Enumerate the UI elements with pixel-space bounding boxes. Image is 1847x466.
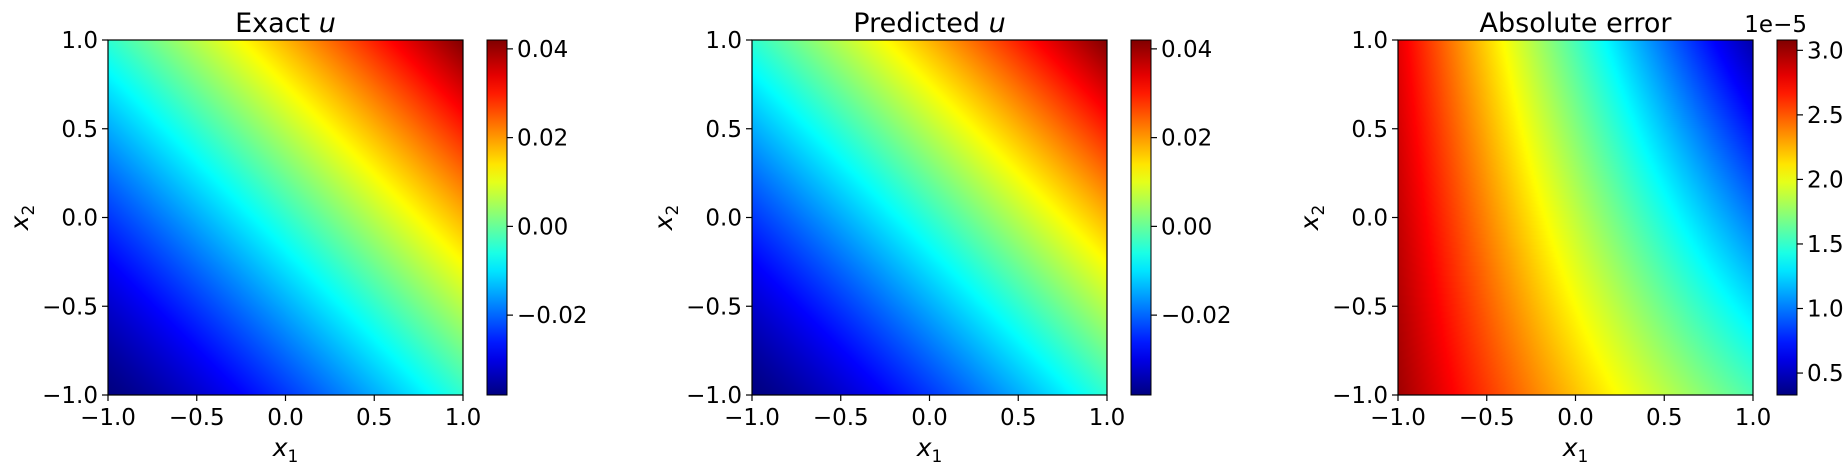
y-axis-label: x2 [1295, 205, 1329, 232]
y-tick-label: 1.0 [705, 28, 742, 54]
x-tick-label: −1.0 [724, 405, 780, 431]
y-tick-label: 0.5 [705, 117, 742, 143]
y-tick-label: 0.0 [705, 206, 742, 232]
x-tick-label: 1.0 [445, 405, 482, 431]
colorbar-tick-label: 0.04 [517, 37, 568, 63]
heatmap-panel-2: Predicted u−1.0 −0.5 0.0 0.5 1.0−1.0−0.50.00… [649, 8, 1231, 466]
x-tick-label: 1.0 [1735, 405, 1772, 431]
x-tick-label: 0.5 [1000, 405, 1037, 431]
heatmap-panel-3: Absolute error −1.0 −0.5 0.0 0.5 1.0 −1.0 −0.5 0… [1295, 8, 1844, 466]
x-tick-label: 0.0 [911, 405, 948, 431]
colorbar-tick-label: 2.5 [1807, 103, 1844, 129]
x-tick-label: 0.0 [267, 405, 304, 431]
colorbar-tick-label: −0.02 [1161, 303, 1231, 329]
y-axis-label: x2 [649, 205, 683, 232]
y-tick-label: −1.0 [1332, 383, 1388, 409]
x-tick-label: 0.0 [1557, 405, 1594, 431]
heatmap-image [752, 40, 1107, 395]
panel-title: Predicted u [853, 8, 1005, 39]
colorbar-tick-label: 1.0 [1807, 297, 1844, 323]
x-tick-label: −1.0 [80, 405, 136, 431]
panel-title: Exact u [235, 8, 336, 39]
y-tick-label: −0.5 [686, 294, 742, 320]
colorbar-offset-label: 1e−5 [1744, 12, 1807, 38]
colorbar [1776, 39, 1798, 396]
colorbar-tick-label: 0.00 [1161, 214, 1212, 240]
y-tick-label: 1.0 [1351, 28, 1388, 54]
colorbar-tick-label: 0.00 [517, 214, 568, 240]
colorbar-tick-label: 1.5 [1807, 232, 1844, 258]
x-tick-label: 1.0 [1089, 405, 1126, 431]
x-tick-label: −0.5 [813, 405, 869, 431]
y-tick-label: 0.0 [1351, 206, 1388, 232]
x-tick-label: −1.0 [1370, 405, 1426, 431]
colorbar-tick-label: −0.02 [517, 303, 587, 329]
y-tick-label: −0.5 [1332, 294, 1388, 320]
y-tick-label: 0.0 [61, 206, 98, 232]
heatmap-panel-1: Exact u −1.0 −0.5 0.0 0.5 1.0 −1.0 −0.5 0.0 0.5 1.… [5, 8, 587, 466]
x-tick-label: −0.5 [169, 405, 225, 431]
x-tick-label: −0.5 [1459, 405, 1515, 431]
colorbar-tick-label: 0.5 [1807, 361, 1844, 387]
y-tick-label: −1.0 [42, 383, 98, 409]
x-axis-label: x1 [1562, 433, 1589, 466]
colorbar [486, 39, 508, 396]
heatmap-image [1398, 40, 1753, 395]
y-tick-label: 1.0 [61, 28, 98, 54]
colorbar [1130, 39, 1152, 396]
heatmap-image [108, 40, 463, 395]
colorbar-tick-label: 0.02 [1161, 126, 1212, 152]
y-axis-label: x2 [5, 205, 39, 232]
y-tick-label: 0.5 [61, 117, 98, 143]
x-tick-label: 0.5 [1646, 405, 1683, 431]
colorbar-tick-label: 0.02 [517, 126, 568, 152]
colorbar-tick-label: 0.04 [1161, 37, 1212, 63]
colorbar-tick-label: 2.0 [1807, 167, 1844, 193]
y-tick-label: −0.5 [42, 294, 98, 320]
colorbar-tick-label: 3.0 [1807, 38, 1844, 64]
y-tick-label: 0.5 [1351, 117, 1388, 143]
panel-title: Absolute error [1480, 8, 1673, 39]
x-axis-label: x1 [272, 433, 299, 466]
y-tick-label: −1.0 [686, 383, 742, 409]
x-axis-label: x1 [916, 433, 943, 466]
x-tick-label: 0.5 [356, 405, 393, 431]
